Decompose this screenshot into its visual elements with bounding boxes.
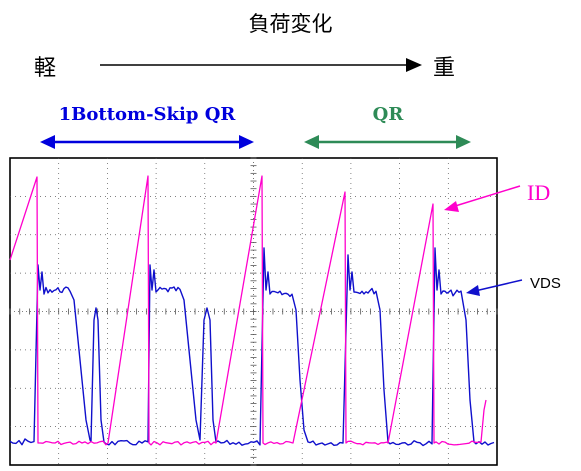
qr-mode-label: QR bbox=[372, 104, 404, 125]
vds-series-label: VDS bbox=[530, 275, 561, 292]
vds-pointer-arrow bbox=[466, 279, 523, 296]
light-load-label: 軽 bbox=[34, 56, 57, 81]
skip-range-arrow bbox=[40, 135, 254, 149]
id-series-label: ID bbox=[527, 180, 551, 205]
load-arrow-head bbox=[406, 58, 422, 72]
heavy-load-label: 重 bbox=[433, 56, 456, 81]
skip-mode-label: 1Bottom-Skip QR bbox=[58, 104, 236, 125]
id-trace bbox=[9, 175, 487, 446]
chart-title: 負荷変化 bbox=[248, 12, 333, 36]
scope-grid bbox=[9, 157, 498, 466]
qr-range-arrow bbox=[304, 135, 471, 149]
id-pointer-arrow bbox=[444, 185, 521, 212]
